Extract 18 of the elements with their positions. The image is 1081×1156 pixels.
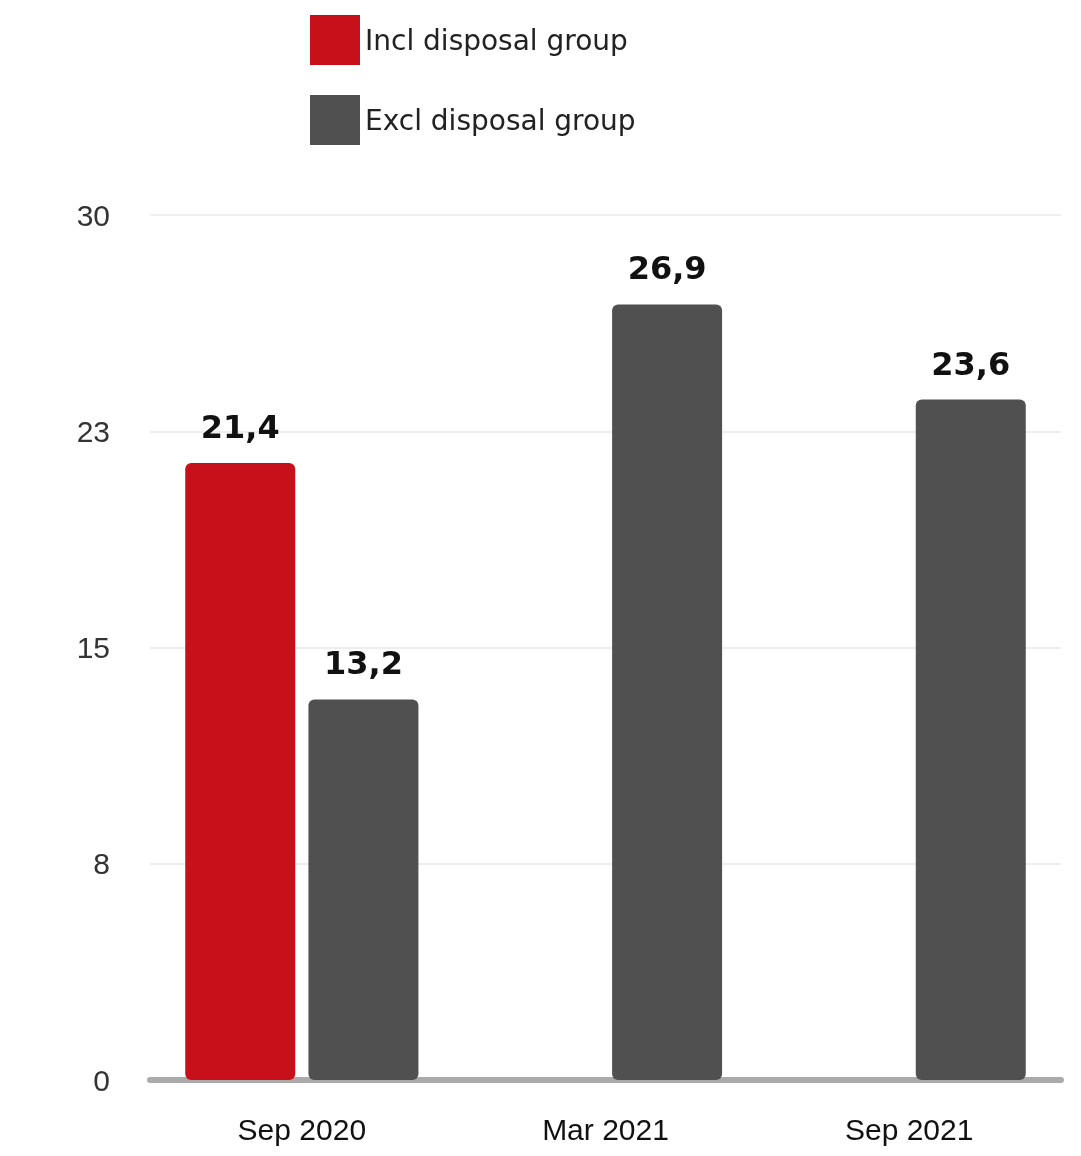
y-tick-label: 23 (76, 414, 110, 448)
x-tick-label: Mar 2021 (542, 1112, 669, 1146)
data-label: 26,9 (627, 249, 707, 288)
y-tick-label: 30 (76, 198, 110, 232)
x-tick-label: Sep 2021 (844, 1112, 974, 1146)
data-label: 21,4 (200, 407, 280, 446)
bar (915, 399, 1026, 1080)
y-tick-label: 8 (93, 847, 110, 881)
y-tick-label: 15 (76, 631, 110, 664)
x-tick-label: Sep 2020 (237, 1112, 367, 1146)
data-label: 13,2 (323, 644, 403, 683)
data-label: 23,6 (931, 344, 1011, 383)
bar (308, 699, 419, 1080)
legend-label: Excl disposal group (365, 103, 636, 137)
legend-label: Incl disposal group (365, 23, 628, 57)
y-tick-label: 0 (93, 1063, 110, 1097)
bar (612, 304, 723, 1080)
bar (185, 462, 296, 1080)
